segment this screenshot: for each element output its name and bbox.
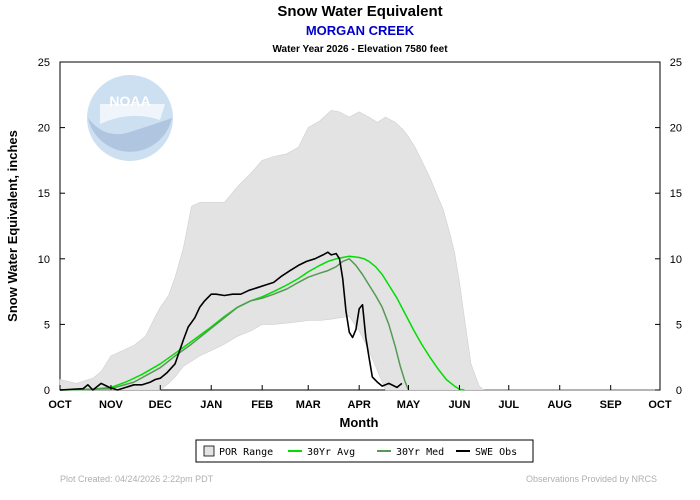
por-range-band (59, 110, 660, 391)
x-tick-label: JUN (448, 399, 470, 411)
y-tick-label-right: 20 (670, 123, 682, 135)
y-tick-label-left: 25 (38, 57, 50, 69)
median-line (59, 258, 410, 391)
x-tick-label: MAR (296, 399, 321, 411)
y-tick-label-right: 0 (676, 385, 682, 397)
y-tick-label-left: 0 (44, 385, 50, 397)
y-tick-label-left: 20 (38, 123, 50, 135)
site-name: MORGAN CREEK (306, 23, 415, 38)
legend-item-med: 30Yr Med (377, 447, 444, 458)
legend-item-por: POR Range (203, 445, 273, 458)
legend-label: 30Yr Avg (307, 447, 355, 458)
obs-line (59, 251, 403, 391)
x-tick-label: AUG (547, 399, 571, 411)
por-range-layer (59, 110, 660, 391)
x-tick-label: SEP (600, 399, 622, 411)
x-axis-title: Month (340, 415, 379, 430)
legend-item-obs: SWE Obs (456, 447, 517, 458)
footer-observations-credit: Observations Provided by NRCS (526, 474, 657, 484)
legend-item-avg: 30Yr Avg (288, 447, 355, 458)
x-tick-label: FEB (251, 399, 273, 411)
legend-label: SWE Obs (475, 447, 517, 458)
legend-box (195, 439, 534, 463)
avg-line (59, 255, 465, 391)
x-axis: OCT NOV DEC JAN FEB MAR APR MAY JUN JUL AUG SEP OCT (48, 385, 672, 411)
legend-swatch (203, 445, 215, 457)
x-tick-label: NOV (99, 399, 124, 411)
x-tick-label: JUL (498, 399, 519, 411)
x-tick-label: OCT (48, 399, 72, 411)
y-tick-label-left: 5 (44, 319, 50, 331)
footer-plot-created: Plot Created: 04/24/2026 2:22pm PDT (60, 474, 214, 484)
chart-subtitle: Water Year 2026 - Elevation 7580 feet (272, 44, 448, 55)
x-tick-label: MAY (397, 399, 421, 411)
y-axis-left: 0 5 10 15 20 25 (38, 57, 65, 397)
legend: POR Range 30Yr Avg 30Yr Med SWE Obs (195, 439, 534, 463)
x-tick-label: OCT (648, 399, 672, 411)
noaa-logo: NOAA (87, 75, 173, 161)
x-tick-label: APR (348, 399, 371, 411)
x-tick-label: DEC (149, 399, 172, 411)
y-axis-right: 0 5 10 15 20 25 (655, 57, 682, 397)
noaa-logo-text: NOAA (109, 93, 150, 109)
x-tick-label: JAN (200, 399, 222, 411)
legend-items: POR Range 30Yr Avg 30Yr Med SWE Obs (203, 445, 517, 458)
legend-label: 30Yr Med (396, 447, 444, 458)
chart-title: Snow Water Equivalent (277, 3, 442, 20)
legend-label: POR Range (219, 447, 273, 458)
y-axis-title: Snow Water Equivalent, inches (5, 130, 20, 322)
y-tick-label-right: 5 (676, 319, 682, 331)
y-tick-label-left: 15 (38, 188, 50, 200)
series-lines-layer (59, 251, 465, 391)
y-tick-label-left: 10 (38, 254, 50, 266)
y-tick-label-right: 10 (670, 254, 682, 266)
y-tick-label-right: 25 (670, 57, 682, 69)
y-tick-label-right: 15 (670, 188, 682, 200)
